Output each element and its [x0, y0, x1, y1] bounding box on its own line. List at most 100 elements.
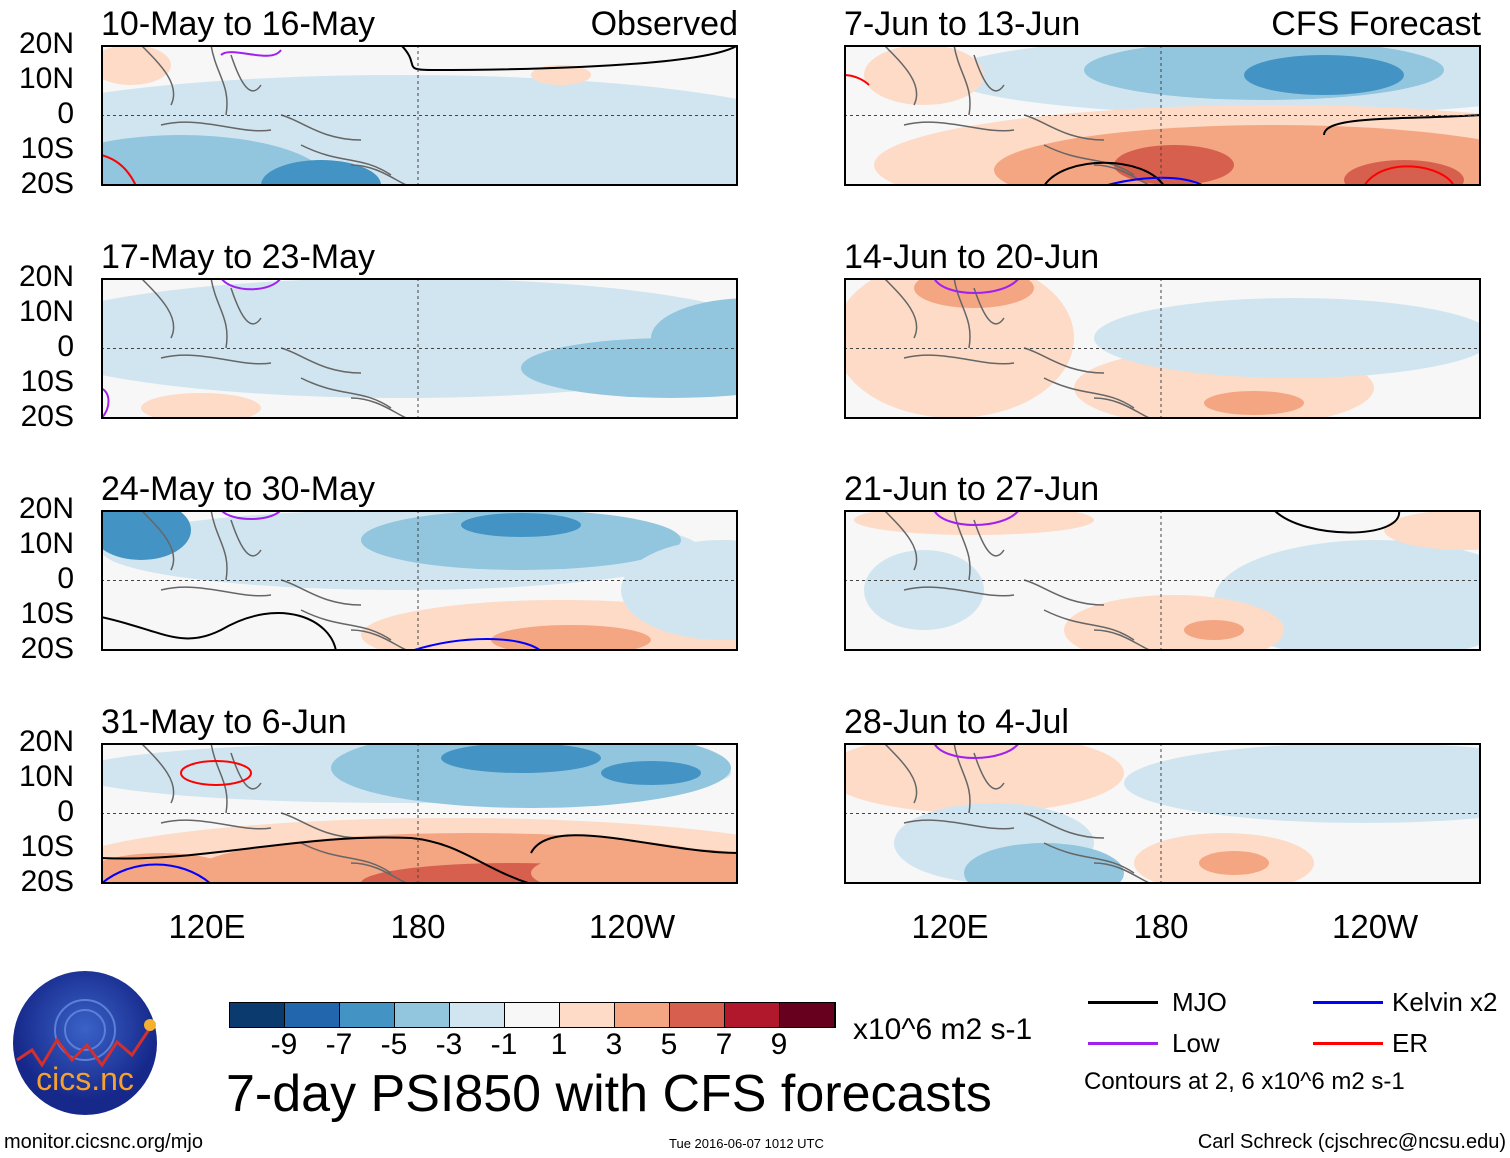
- lon-label: 120W: [1332, 908, 1419, 945]
- coastline: [883, 45, 1155, 186]
- contour-line: [933, 743, 1020, 759]
- psi850-map-panel: [844, 510, 1481, 651]
- contour-line: [220, 49, 282, 57]
- panel-title: 24-May to 30-May: [101, 470, 375, 508]
- panel-title: 21-Jun to 27-Jun: [844, 470, 1100, 508]
- contour-line: [220, 510, 282, 520]
- anomaly-region: [1344, 160, 1464, 186]
- coastline: [140, 45, 412, 186]
- lat-label: 10S: [20, 830, 74, 863]
- contour-line: [844, 74, 870, 86]
- colorbar-tick: 7: [715, 1028, 733, 1061]
- psi850-map-panel: [844, 45, 1481, 186]
- lat-label: 10N: [18, 295, 74, 328]
- colorbar-tick: 9: [770, 1028, 788, 1061]
- coastline: [140, 510, 412, 651]
- coastline: [140, 743, 412, 884]
- colorbar-swatch: [230, 1003, 285, 1027]
- colorbar-swatch: [615, 1003, 670, 1027]
- anomaly-region: [331, 743, 731, 808]
- contour-line: [101, 612, 337, 651]
- anomaly-region: [621, 540, 738, 640]
- psi850-map-panel: [101, 510, 738, 651]
- contour-line: [180, 760, 253, 786]
- lat-label: 20N: [18, 27, 74, 60]
- contour-note: Contours at 2, 6 x10^6 m2 s-1: [1084, 1068, 1405, 1095]
- anomaly-region: [141, 393, 261, 419]
- contour-line: [410, 638, 542, 651]
- lat-label: 10N: [18, 527, 74, 560]
- psi850-map-panel: [101, 45, 738, 186]
- lat-label: 0: [57, 562, 74, 595]
- legend-label-kelvin: Kelvin x2: [1392, 987, 1498, 1017]
- panel-title: 10-May to 16-May: [101, 5, 375, 43]
- lon-label: 180: [390, 908, 446, 945]
- anomaly-region: [441, 743, 601, 773]
- colorbar-swatch: [395, 1003, 450, 1027]
- colorbar-units: x10^6 m2 s-1: [853, 1013, 1033, 1046]
- coastline: [140, 278, 412, 419]
- colorbar-tick: -7: [325, 1028, 353, 1061]
- colorbar-swatch: [670, 1003, 725, 1027]
- psi850-map-panel: [101, 278, 738, 419]
- lat-label: 0: [57, 795, 74, 828]
- footer-timestamp: Tue 2016-06-07 1012 UTC: [669, 1136, 824, 1151]
- contour-line: [933, 278, 1020, 294]
- svg-text:cics.nc: cics.nc: [36, 1061, 134, 1097]
- anomaly-region: [864, 45, 984, 105]
- coastline: [883, 743, 1155, 884]
- panel-title: 14-Jun to 20-Jun: [844, 238, 1100, 276]
- footer-url[interactable]: monitor.cicsnc.org/mjo: [4, 1131, 203, 1153]
- contour-line: [220, 278, 282, 291]
- lon-label: 120W: [589, 908, 676, 945]
- colorbar-tick: -5: [380, 1028, 408, 1061]
- psi850-map-panel: [844, 743, 1481, 884]
- lat-label: 20S: [20, 167, 74, 200]
- lon-label: 180: [1133, 908, 1189, 945]
- legend-label-low: Low: [1172, 1028, 1220, 1058]
- contour-line: [933, 510, 1020, 526]
- legend-line-kelvin: [1313, 1001, 1383, 1004]
- lat-label: 20S: [20, 400, 74, 433]
- lat-label: 10N: [18, 760, 74, 793]
- anomaly-region: [361, 510, 681, 570]
- contour-line: [101, 387, 110, 419]
- contour-line: [1273, 510, 1401, 534]
- panel-title: 28-Jun to 4-Jul: [844, 703, 1069, 741]
- legend-line-low: [1088, 1042, 1158, 1045]
- panel-tag: Observed: [590, 5, 738, 43]
- legend-line-er: [1313, 1042, 1383, 1045]
- panel-title: 17-May to 23-May: [101, 238, 375, 276]
- anomaly-region: [854, 510, 1094, 535]
- contour-line: [530, 834, 738, 854]
- anomaly-region: [864, 550, 984, 630]
- colorbar-tick: 3: [605, 1028, 623, 1061]
- colorbar-swatch: [450, 1003, 505, 1027]
- anomaly-region: [101, 45, 171, 85]
- coastline: [883, 510, 1155, 651]
- anomaly-region: [531, 848, 738, 884]
- colorbar-tick: 1: [550, 1028, 568, 1061]
- contour-line: [101, 863, 212, 884]
- lon-label: 120E: [911, 908, 989, 945]
- legend-label-er: ER: [1392, 1028, 1429, 1058]
- footer-author: Carl Schreck (cjschrec@ncsu.edu): [1197, 1131, 1506, 1153]
- psi850-map-panel: [101, 743, 738, 884]
- lat-label: 20S: [20, 632, 74, 665]
- colorbar-swatch: [780, 1003, 835, 1027]
- panel-tag: CFS Forecast: [1271, 5, 1481, 43]
- colorbar-tick: 5: [660, 1028, 678, 1061]
- anomaly-region: [101, 853, 241, 884]
- lat-label: 10N: [18, 62, 74, 95]
- anomaly-region: [461, 513, 581, 537]
- cicsnc-logo: cics.nc: [13, 971, 157, 1115]
- coastline: [883, 278, 1155, 419]
- anomaly-region: [1094, 298, 1481, 378]
- lat-label: 10S: [20, 365, 74, 398]
- contour-line: [1363, 165, 1455, 186]
- legend-label-mjo: MJO: [1172, 987, 1227, 1017]
- colorbar-swatch: [285, 1003, 340, 1027]
- panel-title: 31-May to 6-Jun: [101, 703, 347, 741]
- contour-line: [101, 154, 137, 186]
- colorbar-tick: -1: [490, 1028, 518, 1061]
